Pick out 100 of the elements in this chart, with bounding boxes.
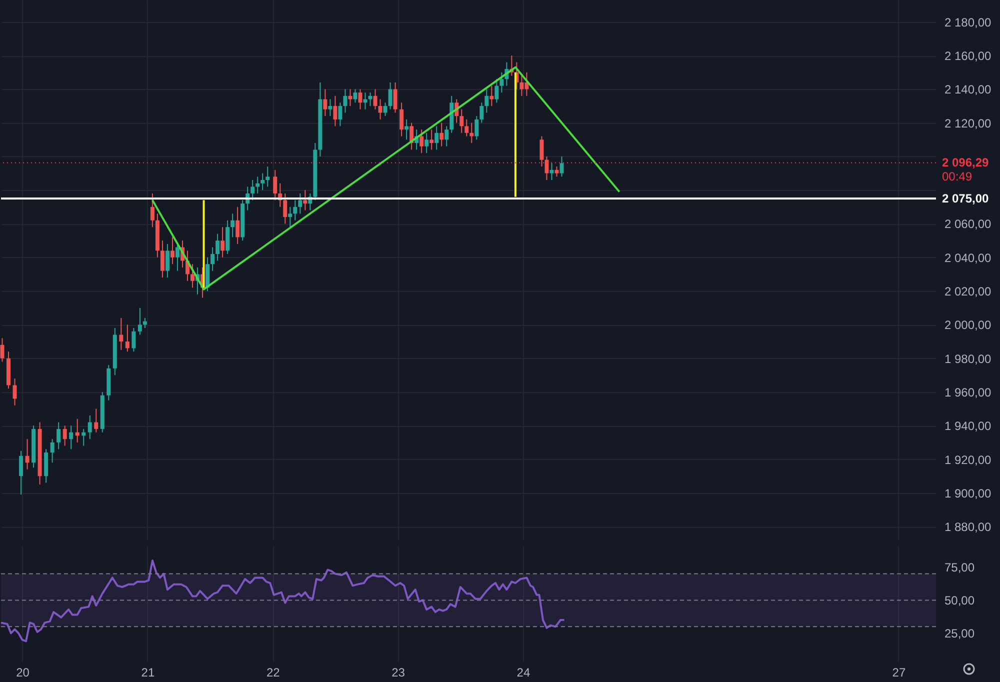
- candlestick: [25, 438, 30, 470]
- candlestick: [190, 264, 195, 288]
- candlestick: [333, 95, 338, 127]
- candlestick: [424, 132, 429, 154]
- candlestick: [484, 88, 489, 114]
- y-tick-label: 1 940,00: [944, 419, 992, 434]
- candlestick: [373, 88, 378, 110]
- candlestick: [540, 136, 544, 168]
- y-tick-label: 1 980,00: [944, 352, 992, 366]
- candlestick: [328, 98, 332, 117]
- candlestick: [368, 92, 372, 106]
- candlestick: [165, 243, 170, 278]
- candlestick: [230, 213, 235, 238]
- candlestick: [353, 88, 358, 104]
- y-tick-label: 75,00: [944, 560, 975, 575]
- candlestick: [343, 88, 348, 114]
- x-tick-label: 27: [892, 666, 906, 680]
- candlestick: [132, 328, 136, 352]
- candlestick: [420, 129, 424, 154]
- candlestick: [393, 82, 398, 114]
- candlestick: [430, 129, 434, 150]
- ref-line-label: 2 096,29: [942, 156, 990, 170]
- y-tick-label: 2 020,00: [944, 284, 992, 299]
- candlestick: [554, 166, 559, 178]
- candlestick: [378, 98, 382, 120]
- candlestick: [500, 72, 504, 94]
- candlestick: [383, 102, 388, 117]
- candlestick: [323, 88, 328, 117]
- y-tick-label: 2 160,00: [944, 49, 992, 64]
- candlestick: [138, 307, 142, 336]
- y-tick-label: 2 040,00: [944, 250, 992, 265]
- candlestick: [560, 156, 564, 178]
- candlestick: [69, 425, 74, 450]
- candlestick: [544, 156, 549, 180]
- candlestick: [62, 425, 67, 446]
- candlestick: [50, 438, 54, 464]
- y-tick-label: 1 920,00: [944, 452, 992, 467]
- y-tick-label: 25,00: [944, 626, 975, 641]
- candlestick: [494, 78, 499, 104]
- candlestick: [444, 126, 449, 147]
- candlestick: [288, 206, 292, 228]
- y-tick-label: 2 000,00: [944, 318, 992, 332]
- candlestick: [303, 190, 308, 211]
- candlestick: [19, 450, 24, 496]
- candlestick: [150, 192, 154, 228]
- candlestick: [125, 324, 130, 352]
- x-tick-label: 22: [266, 666, 280, 680]
- y-tick-label: 2 140,00: [944, 82, 992, 97]
- candlestick: [434, 126, 439, 150]
- candlestick: [298, 192, 302, 214]
- y-tick-label: 50,00: [944, 594, 975, 608]
- y-tick-label: 1 880,00: [944, 520, 992, 534]
- candlestick: [88, 415, 92, 440]
- y-tick-label: 2 060,00: [944, 217, 992, 232]
- candlestick: [550, 162, 554, 180]
- candlestick: [119, 317, 124, 350]
- line-series: [0, 560, 566, 642]
- candlestick: [216, 233, 220, 262]
- candlestick: [293, 200, 298, 221]
- y-tick-label: 2 120,00: [944, 116, 992, 130]
- ref-line-label: 2 075,00: [942, 192, 990, 206]
- candlestick: [56, 422, 61, 450]
- candlestick: [440, 122, 444, 147]
- candlestick: [348, 88, 352, 106]
- x-tick-label: 23: [392, 666, 406, 680]
- line-series: [151, 66, 620, 290]
- candlestick: [400, 102, 404, 137]
- candlestick: [358, 88, 362, 110]
- y-tick-label: 1 900,00: [944, 486, 992, 500]
- candlestick: [480, 102, 484, 124]
- x-tick-label: 21: [141, 666, 155, 680]
- candlestick: [44, 448, 48, 484]
- candlestick: [236, 206, 240, 244]
- candlestick: [0, 338, 4, 362]
- candlestick: [210, 246, 215, 272]
- candlestick: [273, 169, 278, 201]
- y-tick-label: 2 180,00: [944, 15, 992, 30]
- candlestick: [94, 408, 98, 433]
- candlestick: [338, 102, 342, 127]
- candlestick: [470, 122, 474, 144]
- candlestick: [220, 226, 225, 258]
- candlestick: [464, 118, 469, 137]
- candlestick: [160, 240, 164, 278]
- candlestick: [226, 220, 230, 255]
- candlestick: [260, 172, 265, 191]
- candlestick: [404, 118, 409, 140]
- candlestick: [250, 180, 255, 201]
- candlestick: [474, 116, 479, 140]
- candlestick: [283, 192, 288, 224]
- x-tick-label: 24: [516, 666, 530, 680]
- y-tick-label: 1 960,00: [944, 385, 992, 400]
- candlestick: [175, 243, 180, 272]
- candlestick: [206, 256, 210, 292]
- candlestick: [266, 166, 270, 188]
- candlestick: [388, 82, 392, 110]
- candlestick: [12, 378, 17, 406]
- candlestick: [170, 236, 174, 265]
- text: 00:49: [942, 170, 972, 184]
- candlestick: [460, 108, 464, 134]
- candlestick: [490, 85, 494, 106]
